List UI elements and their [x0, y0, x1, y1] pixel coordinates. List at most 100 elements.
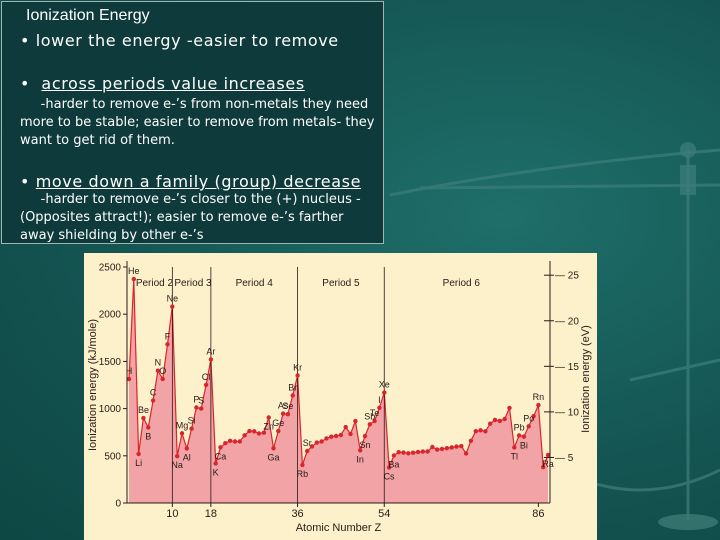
- data-point: [526, 424, 531, 429]
- element-label: Ca: [215, 451, 227, 461]
- sub-note-down-family: -harder to remove e-’s closer to the (+)…: [20, 192, 361, 243]
- element-label: Rn: [533, 392, 545, 402]
- bullet-down-family: • move down a family (group) decrease: [20, 172, 361, 191]
- y-tick-label: 1500: [99, 357, 122, 368]
- period-label: Period 2: [136, 278, 174, 289]
- bullet-marker: •: [20, 74, 42, 93]
- element-label: Mg: [176, 420, 189, 430]
- element-label: Cs: [384, 472, 395, 482]
- bullet-down-family-text: move down a family (group) decrease: [35, 172, 362, 191]
- element-label: In: [356, 454, 364, 464]
- data-point: [165, 342, 170, 347]
- element-label: Ge: [272, 418, 284, 428]
- data-point: [425, 449, 430, 454]
- element-label: Tl: [511, 451, 519, 461]
- period-label: Period 5: [322, 278, 360, 289]
- data-point: [439, 446, 445, 452]
- data-point: [232, 439, 238, 444]
- element-label: Si: [188, 416, 196, 426]
- data-point: [488, 421, 493, 426]
- data-point: [415, 449, 421, 455]
- data-point: [521, 434, 527, 439]
- data-point: [285, 412, 291, 417]
- data-point: [435, 447, 440, 452]
- element-label: P: [193, 394, 199, 404]
- data-point: [213, 461, 218, 466]
- y-right-tick-label: — 25: [555, 271, 579, 282]
- data-point: [141, 415, 146, 421]
- data-point: [386, 465, 392, 470]
- data-point: [314, 440, 319, 445]
- data-point: [358, 448, 363, 453]
- data-point: [256, 431, 262, 436]
- element-label: I: [378, 395, 381, 405]
- data-point: [309, 444, 315, 449]
- element-label: Zn: [263, 421, 274, 431]
- data-point: [444, 446, 450, 451]
- y-tick-label: 2000: [99, 310, 122, 321]
- data-point: [155, 368, 161, 373]
- data-point: [266, 415, 271, 420]
- element-label: N: [155, 358, 162, 368]
- element-label: Bi: [520, 441, 528, 451]
- data-point: [372, 418, 377, 424]
- data-point: [194, 405, 199, 410]
- x-tick-label: 10: [166, 508, 178, 520]
- data-point: [502, 416, 507, 422]
- y-tick-label: 1000: [99, 404, 122, 415]
- y-tick-label: 500: [104, 451, 121, 462]
- data-point: [160, 376, 165, 382]
- element-label: O: [159, 366, 166, 376]
- element-label: Kr: [293, 362, 302, 372]
- period-label: Period 6: [443, 278, 481, 289]
- ionization-energy-chart: 0 500 1000 1500 2000 2500 — 5 — 10 — 15 — 20 — 25 1…: [84, 253, 597, 540]
- element-label: F: [165, 331, 171, 341]
- element-label: Ne: [167, 294, 179, 304]
- data-point: [512, 445, 517, 450]
- element-label: Pb: [514, 422, 525, 432]
- element-label: Ar: [206, 346, 215, 356]
- data-point: [227, 438, 233, 443]
- data-point: [324, 436, 329, 441]
- data-point: [170, 304, 175, 309]
- x-tick-label: 54: [378, 508, 390, 520]
- data-point: [136, 451, 141, 457]
- slide-title: Ionization Energy: [26, 7, 150, 24]
- bullet-across-periods: • across periods value increases: [20, 74, 305, 93]
- data-point: [203, 382, 209, 388]
- data-point: [338, 432, 344, 438]
- data-point: [146, 425, 151, 430]
- x-tick-label: 36: [291, 508, 303, 520]
- element-label: Br: [288, 382, 297, 392]
- data-point: [454, 444, 459, 449]
- bullet-lower-energy: • lower the energy -easier to remove: [20, 31, 339, 50]
- data-point: [362, 433, 368, 439]
- data-point: [391, 453, 397, 458]
- series-line: [128, 279, 549, 468]
- element-label: C: [150, 387, 157, 397]
- element-label: Po: [523, 413, 534, 423]
- data-point: [420, 449, 425, 454]
- y-axis-label-right: Ionization energy (eV): [580, 325, 592, 433]
- data-point: [463, 451, 469, 456]
- data-point: [382, 390, 387, 395]
- element-label: S: [198, 396, 204, 406]
- data-point: [541, 464, 546, 470]
- x-tick-label: 86: [532, 508, 544, 520]
- data-point: [131, 276, 136, 282]
- x-axis-label: Atomic Number Z: [296, 522, 382, 534]
- data-point: [199, 406, 204, 411]
- data-point: [208, 357, 214, 362]
- element-label: Sb: [364, 411, 375, 421]
- data-point: [300, 462, 305, 468]
- data-point: [468, 438, 474, 443]
- element-label: Ra: [542, 459, 554, 469]
- y-right-tick-label: — 20: [555, 316, 579, 327]
- data-point: [218, 445, 223, 450]
- data-point: [247, 428, 252, 434]
- sub-note-across-periods: -harder to remove e-’s from non-metals t…: [20, 97, 379, 148]
- data-point: [449, 445, 454, 450]
- notes-panel: Ionization Energy • lower the energy -ea…: [1, 1, 384, 244]
- element-label: Se: [282, 401, 293, 411]
